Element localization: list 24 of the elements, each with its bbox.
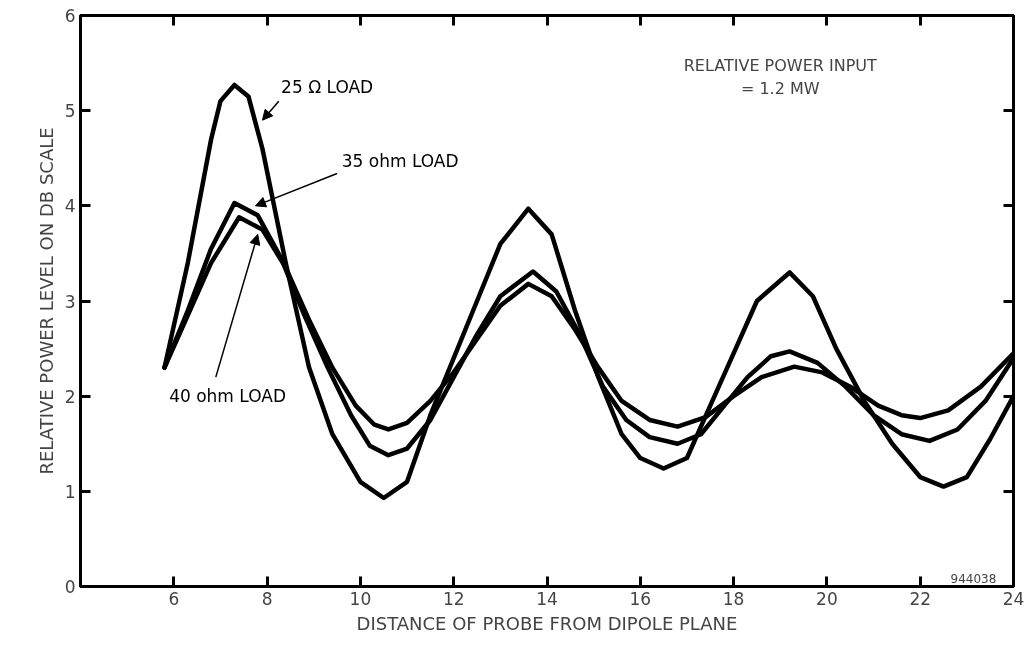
x-tick-label: 6 [168, 588, 180, 609]
x-tick-label: 14 [536, 588, 558, 609]
x-tick-label: 24 [1002, 588, 1025, 609]
y-axis-title: RELATIVE POWER LEVEL ON DB SCALE [35, 127, 57, 475]
x-axis-title: DISTANCE OF PROBE FROM DIPOLE PLANE [356, 612, 738, 634]
y-tick-label: 4 [64, 196, 76, 217]
x-tick-label: 22 [909, 588, 932, 609]
series-label: 25 Ω LOAD [281, 76, 374, 97]
y-tick-label: 3 [64, 291, 76, 312]
y-tick-label: 1 [64, 481, 76, 502]
text: 35 ohm LOAD [341, 151, 459, 172]
series-label: 40 ohm LOAD [169, 386, 286, 407]
x-tick-label: 18 [722, 588, 745, 609]
y-tick-label: 2 [64, 386, 76, 407]
y-tick-label: 5 [64, 101, 76, 122]
y-tick-label: 0 [64, 577, 76, 597]
annotation: 944038 [950, 572, 997, 586]
annotation: RELATIVE POWER INPUT = 1.2 MW [683, 56, 877, 99]
x-tick-label: 12 [442, 588, 465, 609]
x-tick-label: 10 [349, 588, 372, 609]
x-tick-label: 16 [629, 588, 652, 609]
x-tick-label: 20 [816, 588, 838, 609]
x-tick-label: 8 [261, 588, 273, 609]
y-tick-label: 6 [64, 6, 76, 26]
